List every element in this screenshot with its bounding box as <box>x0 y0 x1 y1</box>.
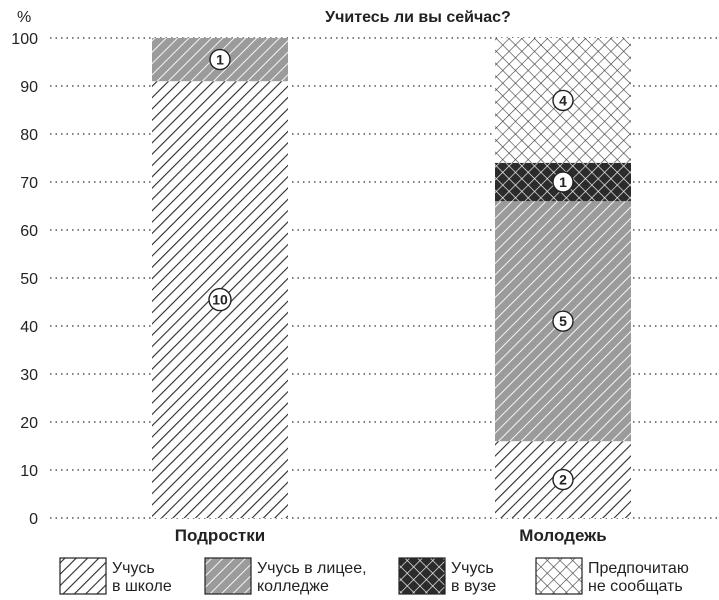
y-tick-label: 40 <box>20 319 38 336</box>
y-axis-unit: % <box>17 9 31 26</box>
legend-label: Предпочитаю не сообщать <box>588 560 689 595</box>
y-tick-label: 70 <box>20 175 38 192</box>
legend-swatch <box>398 557 446 595</box>
count-label: 4 <box>559 92 567 108</box>
legend: Учусь в школе Учусь в лицее, колледже Учусь в… <box>59 557 689 595</box>
y-tick-label: 30 <box>20 367 38 384</box>
count-label: 2 <box>559 472 567 488</box>
legend-swatch <box>535 557 583 595</box>
count-badge <box>209 48 231 71</box>
y-tick-label: 50 <box>20 271 38 288</box>
bars: 10 1 2 5 1 4 <box>152 38 631 518</box>
legend-label: Учусь в лицее, колледже <box>257 560 367 595</box>
x-category-label: Молодежь <box>519 526 606 545</box>
y-tick-label: 80 <box>20 127 38 144</box>
legend-label: Учусь в школе <box>112 560 172 595</box>
y-tick-label: 90 <box>20 79 38 96</box>
x-category-label: Подростки <box>175 526 265 545</box>
x-axis-labels: Подростки Молодежь <box>175 526 607 545</box>
y-tick-label: 10 <box>20 463 38 480</box>
y-tick-label: 100 <box>11 31 38 48</box>
y-axis-ticks: 0 10 20 30 40 50 60 70 80 90 100 <box>11 31 38 528</box>
legend-label: Учусь в вузе <box>451 560 496 595</box>
count-badge <box>552 468 574 491</box>
count-label: 10 <box>212 292 228 308</box>
count-badge <box>552 89 574 112</box>
count-badge <box>208 287 232 312</box>
y-tick-label: 0 <box>29 511 38 528</box>
count-label: 1 <box>559 174 567 190</box>
count-badge <box>552 171 574 193</box>
count-badge <box>552 310 574 332</box>
legend-swatch <box>59 557 107 595</box>
count-label: 5 <box>559 313 567 329</box>
y-tick-label: 60 <box>20 223 38 240</box>
y-tick-label: 20 <box>20 415 38 432</box>
chart-title: Учитесь ли вы сейчас? <box>325 9 511 26</box>
legend-swatch <box>204 557 252 595</box>
count-label: 1 <box>216 52 224 68</box>
